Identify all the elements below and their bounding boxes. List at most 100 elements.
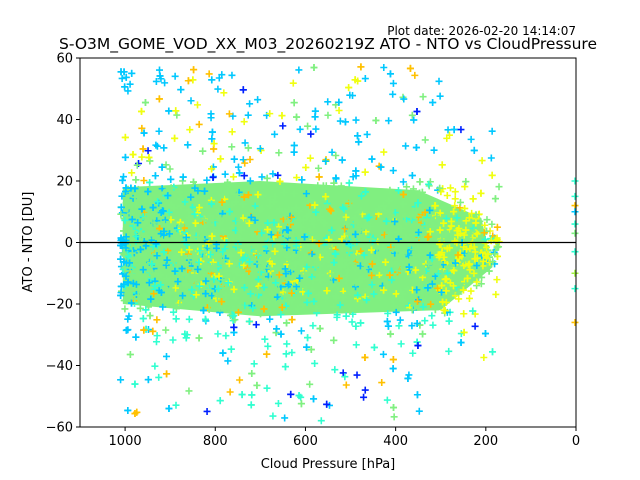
data-point: [338, 215, 346, 223]
data-point: [442, 214, 450, 222]
data-point: [287, 390, 295, 398]
data-point: [385, 234, 393, 242]
data-point: [381, 258, 389, 266]
data-point: [199, 268, 207, 276]
data-point: [266, 315, 274, 323]
data-point: [165, 208, 173, 216]
data-point: [354, 291, 362, 299]
data-point: [353, 218, 361, 226]
data-point: [144, 188, 152, 196]
data-point: [489, 258, 497, 266]
data-point: [140, 129, 148, 137]
data-point: [274, 171, 282, 179]
data-point: [139, 266, 147, 274]
data-point: [410, 246, 418, 254]
data-point: [185, 254, 193, 262]
data-point: [128, 169, 136, 177]
data-point: [254, 248, 262, 256]
data-point: [400, 95, 408, 103]
data-point: [330, 259, 338, 267]
data-point: [158, 163, 166, 171]
data-point: [315, 240, 323, 248]
data-point: [296, 216, 304, 224]
data-point: [421, 317, 429, 325]
data-point: [418, 268, 426, 276]
data-point: [320, 257, 328, 265]
data-point: [298, 176, 306, 184]
data-point: [435, 270, 443, 278]
data-point: [386, 330, 394, 338]
data-point: [185, 315, 193, 323]
data-point: [247, 290, 255, 298]
data-point: [268, 260, 276, 268]
data-point: [196, 205, 204, 213]
data-point: [363, 222, 371, 230]
data-point: [293, 174, 301, 182]
data-point: [135, 268, 143, 276]
data-point: [187, 193, 195, 201]
data-point: [328, 226, 336, 234]
data-point: [429, 222, 437, 230]
data-point: [484, 250, 492, 258]
data-point: [328, 281, 336, 289]
data-point: [150, 219, 158, 227]
data-point: [460, 310, 468, 318]
data-point: [375, 271, 383, 279]
data-point: [428, 280, 436, 288]
data-point: [127, 283, 135, 291]
data-point: [402, 142, 410, 150]
data-point: [244, 111, 252, 119]
data-point: [408, 306, 416, 314]
data-point: [299, 301, 307, 309]
data-point: [230, 285, 238, 293]
data-point: [223, 201, 231, 209]
data-point: [159, 207, 167, 215]
data-point: [316, 325, 324, 333]
data-point: [447, 230, 455, 238]
data-point: [467, 135, 475, 143]
data-point: [354, 132, 362, 140]
data-point: [314, 164, 322, 172]
data-point: [260, 264, 268, 272]
data-point: [121, 153, 129, 161]
data-point: [399, 191, 407, 199]
data-point: [179, 292, 187, 300]
data-point: [436, 184, 444, 192]
data-point: [453, 279, 461, 287]
data-point: [394, 228, 402, 236]
data-point: [155, 95, 163, 103]
data-point: [239, 156, 247, 164]
data-point: [157, 281, 165, 289]
data-point: [256, 206, 264, 214]
data-point: [267, 244, 275, 252]
data-point: [208, 128, 216, 136]
x-tick-label: 1000: [109, 434, 142, 449]
data-point: [120, 258, 128, 266]
data-point: [216, 305, 224, 313]
data-point: [214, 85, 222, 93]
data-point: [455, 295, 463, 303]
data-point: [385, 197, 393, 205]
data-point: [134, 219, 142, 227]
data-point: [317, 216, 325, 224]
data-point: [131, 295, 139, 303]
data-point: [213, 251, 221, 259]
data-point: [279, 122, 287, 130]
data-point: [138, 124, 146, 132]
data-point: [436, 92, 444, 100]
data-point: [411, 259, 419, 267]
data-point: [129, 279, 137, 287]
data-point: [295, 392, 303, 400]
data-point: [419, 330, 427, 338]
data-point: [270, 249, 278, 257]
data-point: [201, 315, 209, 323]
data-point: [165, 107, 173, 115]
data-point: [347, 285, 355, 293]
data-point: [258, 173, 266, 181]
data-point: [290, 190, 298, 198]
data-point: [328, 148, 336, 156]
data-point: [251, 216, 259, 224]
data-point: [414, 199, 422, 207]
data-point: [306, 230, 314, 238]
data-point: [136, 304, 144, 312]
